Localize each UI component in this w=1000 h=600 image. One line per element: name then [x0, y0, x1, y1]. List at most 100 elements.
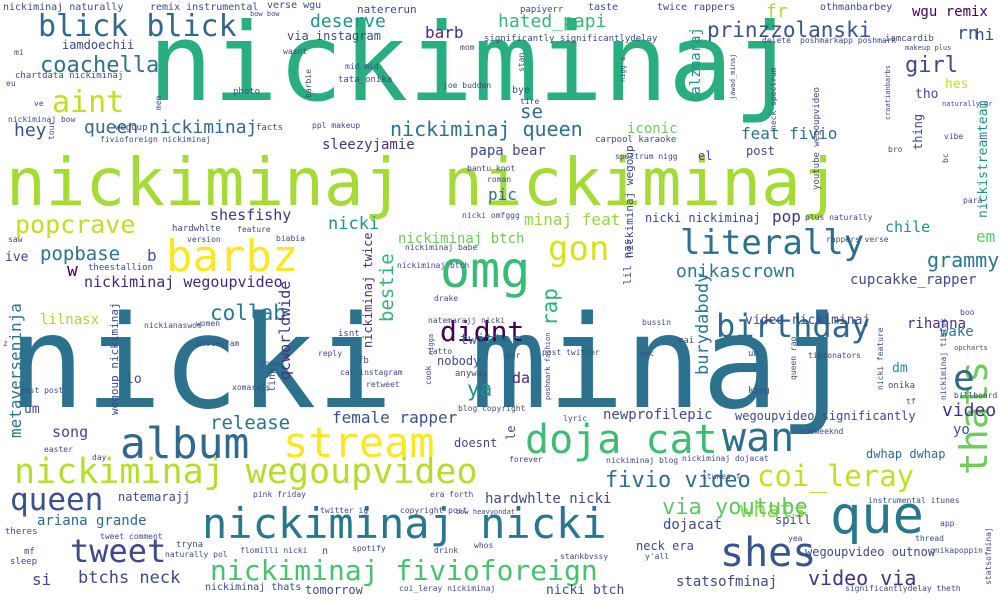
word: ariana grande — [37, 513, 147, 529]
word: yea — [788, 534, 803, 543]
word: qcworldwide — [276, 280, 294, 380]
word: nickiminaj babe — [405, 243, 478, 252]
word: fr — [766, 1, 788, 22]
word: flomilli nicki — [240, 546, 308, 555]
word: e — [953, 358, 975, 399]
word: mi — [14, 48, 24, 57]
word: natemarajj nicki — [428, 316, 506, 325]
word: nickiminaj thats — [205, 582, 302, 593]
word: ive — [5, 250, 29, 265]
word: ve — [34, 99, 44, 108]
word: twitter — [460, 332, 520, 348]
word: nickiminaj btch — [398, 231, 525, 247]
word: barbz — [166, 231, 299, 282]
word: ya — [467, 377, 493, 401]
word: neck spectrum — [769, 67, 778, 130]
word: prinzzolanski — [707, 18, 872, 42]
word: eu — [6, 79, 16, 88]
word: nickiminaj naturally — [3, 2, 124, 13]
word: nickiminaj queen — [390, 117, 583, 141]
word: papiyerr — [520, 5, 564, 15]
word: tomorrow — [305, 583, 363, 597]
word: minaj feat — [524, 210, 621, 229]
word: cupcakke_rapper — [850, 272, 977, 288]
word: rihanna — [907, 316, 967, 332]
word: anyway — [455, 369, 488, 379]
word: voc — [640, 349, 655, 358]
word: nickiminaj nicki — [202, 499, 607, 548]
word: b — [147, 246, 157, 265]
word: whats — [740, 498, 807, 523]
word: natererun — [357, 3, 417, 16]
word: spill — [775, 513, 812, 527]
word: nickiminaj dojacat — [682, 454, 769, 463]
word: nickiminaj bow — [8, 115, 76, 124]
word: nicki nickiminaj — [645, 211, 761, 225]
word: hes — [945, 77, 969, 92]
word: hated_papi — [498, 11, 607, 32]
word: hardwhlte nicki — [485, 491, 612, 507]
word: bestie — [376, 253, 398, 322]
word: drake — [434, 294, 459, 303]
word: billboard — [954, 391, 998, 400]
word: reply — [318, 349, 343, 358]
word: facts — [256, 123, 284, 133]
word: natemarajj — [118, 490, 191, 504]
word: pink friday — [253, 490, 306, 499]
word: bow bow — [250, 10, 280, 18]
word: tf — [906, 397, 916, 406]
word: version — [187, 235, 221, 244]
word: song — [52, 423, 89, 441]
word: mf — [24, 547, 35, 557]
word: w — [67, 260, 78, 281]
word: taste — [588, 2, 619, 13]
word: coi_leray — [757, 459, 915, 493]
word: onika — [888, 381, 916, 391]
word: wegoupvideo outnow — [805, 545, 936, 559]
word: nickiminaj twice — [361, 232, 375, 348]
word: ppl makeup — [312, 121, 361, 130]
word: nickiminaj btch — [397, 261, 470, 270]
word: latto — [428, 347, 453, 356]
word: rap — [538, 288, 562, 326]
word: delete — [762, 36, 791, 45]
word: bye — [512, 85, 531, 96]
word: king — [748, 386, 770, 396]
word: didnt — [440, 315, 525, 348]
word: bro — [888, 145, 903, 154]
word: retweet — [366, 380, 400, 389]
word: como — [260, 359, 280, 368]
word: iamcardib — [885, 34, 934, 44]
word: rappers verse — [826, 235, 889, 244]
word: joe budden — [443, 81, 492, 90]
word: video nickiminaj — [745, 313, 871, 328]
word: youtube wegoupvideo — [812, 87, 822, 190]
word: nickiminaj fivioforeign — [210, 554, 598, 587]
word: burydabody — [693, 272, 713, 375]
word: release — [210, 412, 291, 434]
word: wegoup nickiminaj — [108, 302, 121, 415]
word: queen rap — [789, 336, 798, 380]
word: lilnasx — [40, 312, 100, 328]
word: onikapoppin — [930, 546, 983, 555]
word: opcharts — [954, 344, 988, 352]
word: plus naturally — [805, 213, 873, 222]
word: tipronators — [808, 351, 861, 360]
word: spectrum nigg — [615, 152, 678, 161]
word: nickiminaj wegoupvideo — [84, 273, 283, 291]
word: nickiminaj tiktok — [939, 318, 948, 400]
word: un — [748, 349, 759, 359]
word: shes — [720, 530, 817, 576]
word: link — [267, 367, 278, 392]
word: wgu remix — [912, 4, 988, 20]
word: drink — [434, 546, 459, 555]
word: tweet — [70, 532, 167, 570]
word: iamdoechii — [62, 38, 135, 52]
word: carpool karaoke — [595, 135, 677, 145]
word: literally — [680, 223, 865, 263]
word: que — [830, 486, 924, 546]
word: post — [746, 144, 775, 158]
word: significantlydelay theth — [845, 584, 961, 593]
word: video via — [808, 566, 917, 590]
